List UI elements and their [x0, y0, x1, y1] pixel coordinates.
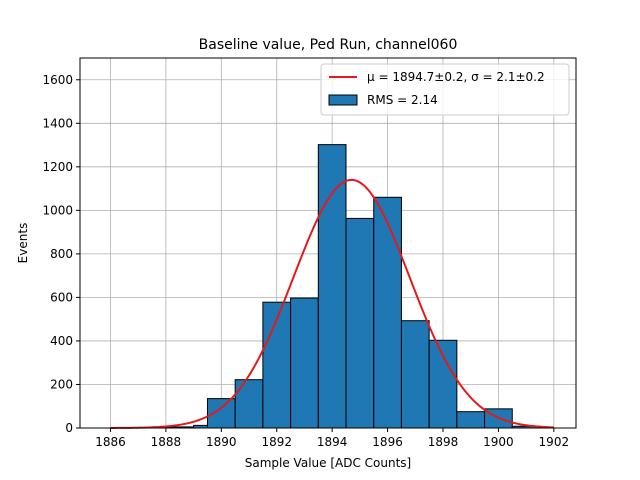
legend-box [320, 63, 570, 116]
legend-histogram-swatch [328, 94, 358, 106]
y-tick-label-0: 0 [65, 421, 73, 435]
y-tick-label-5: 1000 [42, 203, 73, 217]
gaussian-fit-curve [110, 178, 554, 429]
histogram-bar-12 [428, 339, 458, 429]
legend: μ = 1894.7±0.2, σ = 2.1±0.2 RMS = 2.14 [320, 63, 570, 116]
y-tick-label-7: 1400 [42, 116, 73, 130]
y-tick-label-8: 1600 [42, 73, 73, 87]
histogram-bar-10 [373, 196, 402, 429]
y-tick-label-6: 1200 [42, 160, 73, 174]
histogram-bar-8 [317, 144, 347, 429]
legend-fit-mu: μ = 1894.7±0.2, [367, 70, 471, 84]
x-tick-label-8: 1902 [539, 435, 570, 449]
x-tick-label-7: 1900 [483, 435, 514, 449]
y-tick-label-1: 200 [50, 377, 73, 391]
legend-histogram-label: RMS = 2.14 [367, 93, 438, 107]
plot-frame [79, 57, 577, 429]
legend-fit-label: μ = 1894.7±0.2, σ = 2.1±0.2 [367, 70, 545, 84]
chart-title: Baseline value, Ped Run, channel060 [199, 37, 458, 53]
histogram-bar-13 [456, 411, 486, 429]
x-axis-ticks: 1886 1888 1890 1892 1894 1896 1898 1900 1902 [95, 428, 569, 449]
x-tick-label-1: 1888 [151, 435, 182, 449]
x-tick-label-3: 1892 [261, 435, 292, 449]
x-tick-label-4: 1894 [317, 435, 348, 449]
legend-fit-sigma: σ = 2.1±0.2 [471, 70, 545, 84]
x-tick-label-5: 1896 [372, 435, 403, 449]
histogram-bar-5 [234, 379, 264, 429]
y-tick-label-4: 800 [50, 247, 73, 261]
y-axis-ticks: 0 200 400 600 800 1000 1200 1400 1600 [42, 73, 80, 435]
y-axis-label: Events [16, 223, 30, 264]
histogram-bar-7 [290, 297, 319, 429]
histogram-bar-11 [400, 320, 430, 429]
histogram-bar-9 [345, 217, 375, 429]
x-tick-label-2: 1890 [206, 435, 237, 449]
x-tick-label-6: 1898 [428, 435, 459, 449]
y-tick-label-2: 400 [50, 334, 73, 348]
x-axis-label: Sample Value [ADC Counts] [245, 456, 411, 470]
x-tick-label-0: 1886 [95, 435, 126, 449]
y-tick-label-3: 600 [50, 290, 73, 304]
